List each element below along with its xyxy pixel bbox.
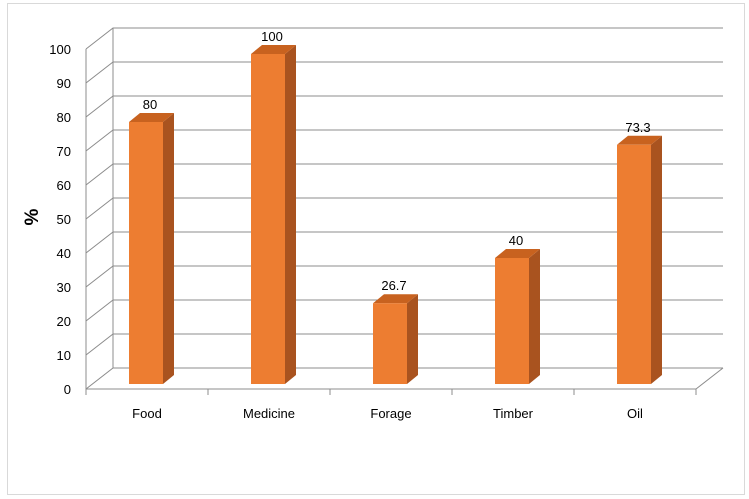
data-label: 26.7 [381,278,406,293]
y-tick-label: 20 [57,314,71,329]
y-tick-label: 40 [57,246,71,261]
x-tick-label: Medicine [243,406,295,421]
y-tick-label: 80 [57,110,71,125]
axes [85,28,724,395]
x-tick-label: Forage [370,406,411,421]
bar-top [373,294,418,304]
bar-side [651,135,662,384]
bar-side [529,249,540,384]
data-label: 100 [261,29,283,44]
gridline [85,61,723,84]
x-tick-label: Food [132,406,162,421]
bar-oil [617,135,662,384]
bar-food [129,113,174,384]
bars [129,45,662,384]
y-tick-label: 50 [57,212,71,227]
x-axis-ticks: Food Medicine Forage Timber Oil [132,406,643,421]
bar-side [163,113,174,384]
gridline [85,95,723,118]
data-labels: 80 100 26.7 40 73.3 [143,29,651,293]
y-tick-label: 100 [49,42,71,57]
bar-front [617,144,651,384]
bar-top [495,249,540,258]
data-label: 80 [143,97,157,112]
bar-front [495,258,529,384]
y-tick-label: 70 [57,144,71,159]
bar-side [407,294,418,384]
bar-top [251,45,296,54]
bar-top [129,113,174,122]
y-tick-label: 30 [57,280,71,295]
data-label: 73.3 [625,120,650,135]
bar-top [617,135,662,145]
x-tick-label: Oil [627,406,643,421]
y-tick-label: 10 [57,348,71,363]
gridline [85,27,723,50]
y-axis-label: % [22,208,43,225]
bar-front [373,303,407,384]
floor-edge [695,367,724,390]
bar-side [285,45,296,384]
bar-medicine [251,45,296,384]
x-tick-label: Timber [493,406,534,421]
bar-front [251,54,285,384]
bar-front [129,122,163,384]
y-tick-label: 90 [57,76,71,91]
y-tick-label: 0 [64,382,71,397]
bar-forage [373,294,418,384]
y-axis-ticks: 0 10 20 30 40 50 60 70 80 90 100 [49,42,71,397]
y-tick-label: 60 [57,178,71,193]
bar-timber [495,249,540,384]
data-label: 40 [509,233,523,248]
